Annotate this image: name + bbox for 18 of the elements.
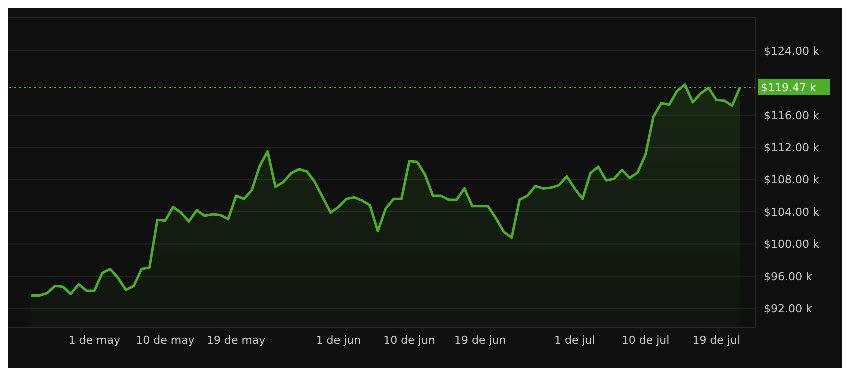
x-tick-label: 10 de jul: [622, 334, 670, 347]
y-tick-label: $100.00 k: [764, 238, 820, 252]
y-tick-label: $108.00 k: [764, 174, 820, 187]
y-tick-label: $124.00 k: [764, 44, 820, 58]
x-tick-label: 19 de jul: [692, 334, 741, 347]
x-tick-label: 1 de jul: [554, 334, 596, 347]
x-tick-label: 1 de jun: [316, 334, 362, 347]
y-tick-label: $92.00 k: [764, 302, 813, 316]
y-tick-label: $96.00 k: [764, 270, 813, 284]
x-tick-label: 1 de may: [68, 334, 121, 347]
ref-line-label: $119.47 k: [761, 81, 817, 94]
y-tick-label: $112.00 k: [764, 142, 820, 155]
y-tick-label: $104.00 k: [764, 206, 820, 219]
x-tick-label: 10 de may: [136, 334, 196, 347]
x-tick-label: 10 de jun: [384, 334, 436, 347]
x-tick-label: 19 de may: [206, 334, 266, 347]
x-tick-label: 19 de jun: [454, 334, 506, 347]
y-tick-label: $116.00 k: [764, 109, 820, 122]
